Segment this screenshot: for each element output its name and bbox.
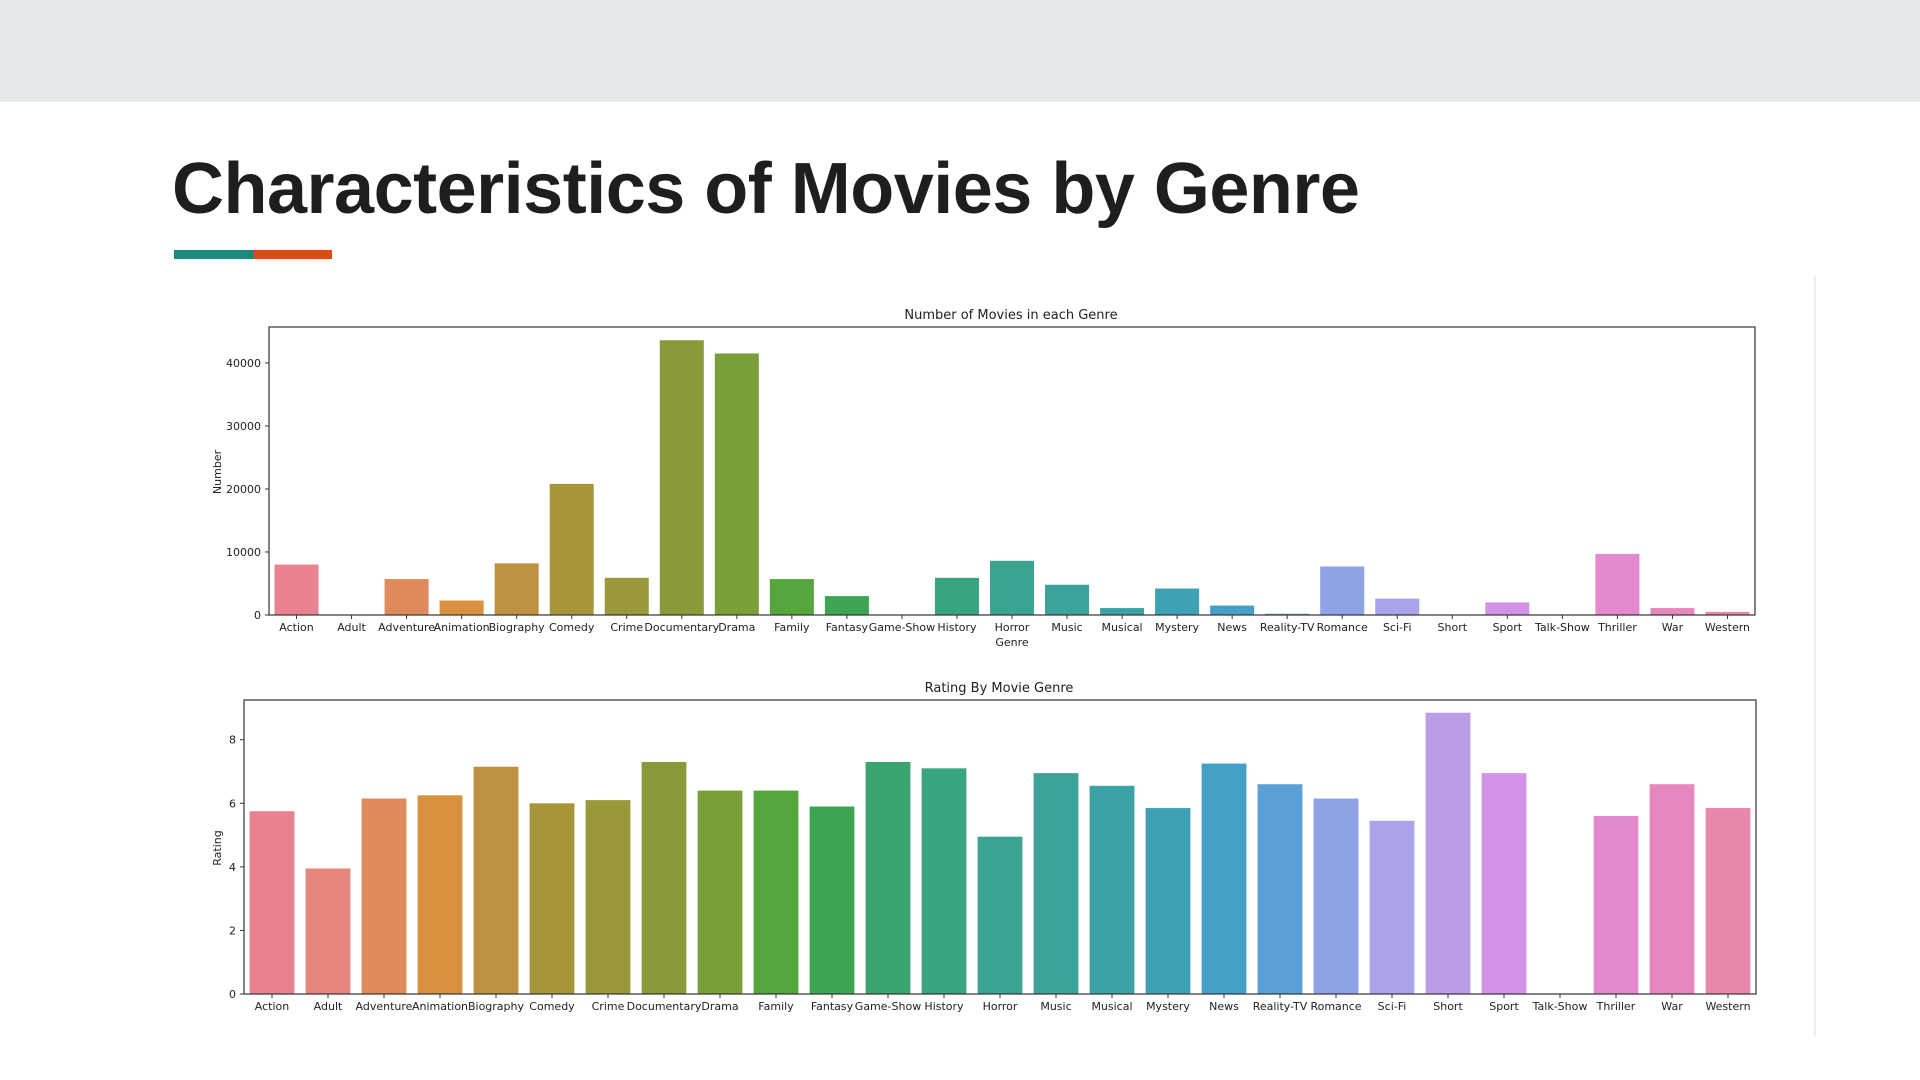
y-axis-label: Number [211, 449, 224, 494]
x-tick-label: History [937, 621, 977, 634]
bar-action [274, 564, 319, 615]
slide-divider [1814, 276, 1816, 1036]
bar-family [769, 579, 814, 615]
x-tick-label: Western [1705, 621, 1750, 634]
bar-documentary [659, 340, 704, 615]
x-tick-label: Mystery [1155, 621, 1199, 634]
bar-western [1705, 611, 1750, 615]
y-tick-label: 20000 [226, 483, 261, 496]
bar-music [1045, 584, 1090, 615]
bar-mystery [1155, 588, 1200, 615]
x-tick-label: Fantasy [826, 621, 869, 634]
x-tick-label: Documentary [644, 621, 719, 634]
bar-crime [604, 577, 649, 615]
bar-news [1210, 605, 1255, 615]
title-accent-orange [254, 250, 332, 259]
slide-title: Characteristics of Movies by Genre [172, 149, 1360, 229]
bar-war [1650, 608, 1695, 615]
bar-romance [1320, 566, 1365, 615]
x-tick-label: Drama [718, 621, 755, 634]
x-tick-label: Thriller [1597, 621, 1637, 634]
x-tick-label: Sport [1493, 621, 1523, 634]
x-tick-label: Biography [489, 621, 546, 634]
chart-title: Number of Movies in each Genre [904, 308, 1117, 323]
y-tick-label: 40000 [226, 357, 261, 370]
x-tick-label: Musical [1102, 621, 1143, 634]
bar-biography [494, 563, 539, 615]
x-tick-label: Animation [434, 621, 490, 634]
bar-fantasy [824, 596, 869, 615]
bar-thriller [1595, 553, 1640, 615]
x-tick-label: Horror [995, 621, 1030, 634]
x-tick-label: Talk-Show [1534, 621, 1590, 634]
x-tick-label: Romance [1317, 621, 1368, 634]
bar-horror [989, 560, 1035, 615]
x-tick-label: Adventure [378, 621, 435, 634]
bar-reality-tv [1265, 613, 1310, 615]
bar-sport [1485, 602, 1530, 615]
x-tick-label: Game-Show [869, 621, 935, 634]
bar-history [934, 577, 979, 615]
bar-musical [1100, 608, 1145, 615]
bar-drama [714, 353, 759, 615]
x-tick-label: Family [774, 621, 810, 634]
bar-adventure [384, 579, 429, 615]
y-tick-label: 30000 [226, 420, 261, 433]
x-tick-label: Sci-Fi [1383, 621, 1412, 634]
top-banner [0, 0, 1920, 102]
x-tick-label: Adult [337, 621, 366, 634]
bar-comedy [549, 483, 594, 615]
x-tick-label: Music [1051, 621, 1082, 634]
y-tick-label: 10000 [226, 546, 261, 559]
x-tick-label: Comedy [549, 621, 595, 634]
x-tick-label: Reality-TV [1260, 621, 1315, 634]
title-accent-teal [174, 250, 254, 259]
bar-animation [439, 600, 484, 615]
plot-frame [268, 326, 1756, 616]
y-tick-label: 0 [254, 609, 261, 622]
x-tick-label: War [1662, 621, 1684, 634]
x-tick-label: Short [1438, 621, 1468, 634]
x-tick-label: News [1217, 621, 1247, 634]
x-tick-label: Crime [610, 621, 643, 634]
x-axis-label: Genre [995, 636, 1029, 649]
bar-sci-fi [1375, 598, 1420, 615]
x-tick-label: Action [279, 621, 313, 634]
